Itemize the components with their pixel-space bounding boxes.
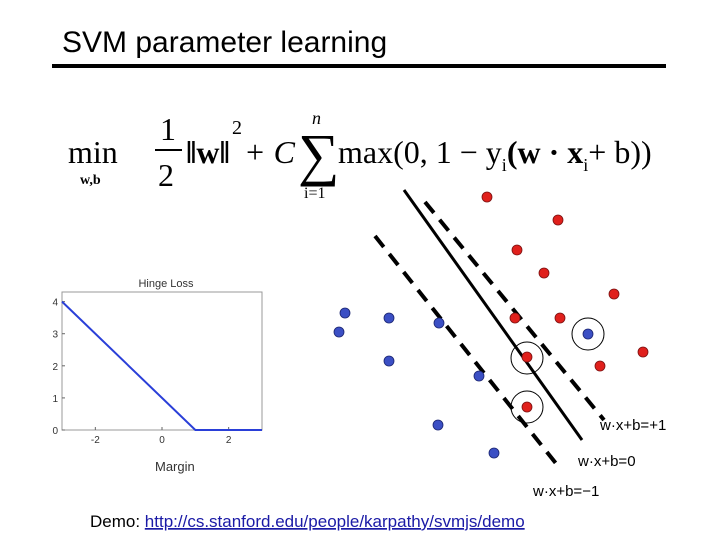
point [488,447,500,459]
points [333,191,649,459]
y-tick-label: 1 [52,394,58,405]
line-label: w·x+b=−1 [532,483,599,500]
point [432,419,444,431]
margin-line [373,234,560,468]
formula-part: (w · x [507,134,583,170]
formula-sub: i [502,155,507,175]
point [521,351,533,363]
slide-title: SVM parameter learning [62,26,387,59]
decision-boundary [402,189,584,441]
point [582,328,594,340]
formula-part: max(0, 1 − y [338,134,502,170]
formula-sum-bottom: i=1 [304,185,325,202]
point [538,267,550,279]
y-tick-label: 4 [52,298,58,309]
support-vector-ring [510,390,544,424]
point [473,370,485,382]
line-label: w·x+b=+1 [599,417,666,434]
formula-max: max(0, 1 − yi(w · xi+ b)) [338,134,652,175]
hinge-plot: Hinge Loss -2 0 2 0 1 2 3 4 [52,278,263,446]
point [339,307,351,319]
margin-label: Margin [155,459,195,474]
formula-part: + b)) [588,134,651,170]
plot-title: Hinge Loss [138,278,194,290]
point [511,244,523,256]
support-vector-ring [571,317,605,351]
formula-min: min [68,134,118,170]
point [383,312,395,324]
formula-norm: ‖w‖ [186,134,230,170]
demo-label: Demo: [90,512,145,531]
formula-num: 1 [160,111,176,147]
formula-plus-c: + C [244,134,296,170]
formula-sum-top: n [312,108,321,128]
formula-norm-exp: 2 [232,117,242,139]
point [637,346,649,358]
x-tick-label: 0 [159,435,165,446]
point [333,326,345,338]
point [521,401,533,413]
demo-line: Demo: http://cs.stanford.edu/people/karp… [90,512,525,531]
point [554,312,566,324]
plot-frame [61,291,263,431]
x-tick-label: 2 [226,435,232,446]
hinge-line [61,300,262,431]
y-tick-label: 2 [52,362,58,373]
point [481,191,493,203]
point [594,360,606,372]
point [608,288,620,300]
margin-line [423,200,606,422]
formula-min-sub: w,b [80,173,101,188]
formula-den: 2 [158,157,174,193]
y-tick-label: 0 [52,426,58,437]
point [509,312,521,324]
formula: min w,b 1 2 ‖w‖ 2 + C ∑ n i=1 max(0, 1 −… [68,108,652,202]
point [383,355,395,367]
x-tick-label: -2 [91,435,100,446]
demo-link[interactable]: http://cs.stanford.edu/people/karpathy/s… [145,512,525,531]
decision-lines [373,189,606,468]
point [552,214,564,226]
support-vector-ring [510,341,544,375]
formula-sum: ∑ [298,122,339,187]
point [433,317,445,329]
line-label: w·x+b=0 [577,453,636,470]
formula-sub: i [583,155,588,175]
y-tick-label: 3 [52,330,58,341]
title-underline [52,64,666,68]
